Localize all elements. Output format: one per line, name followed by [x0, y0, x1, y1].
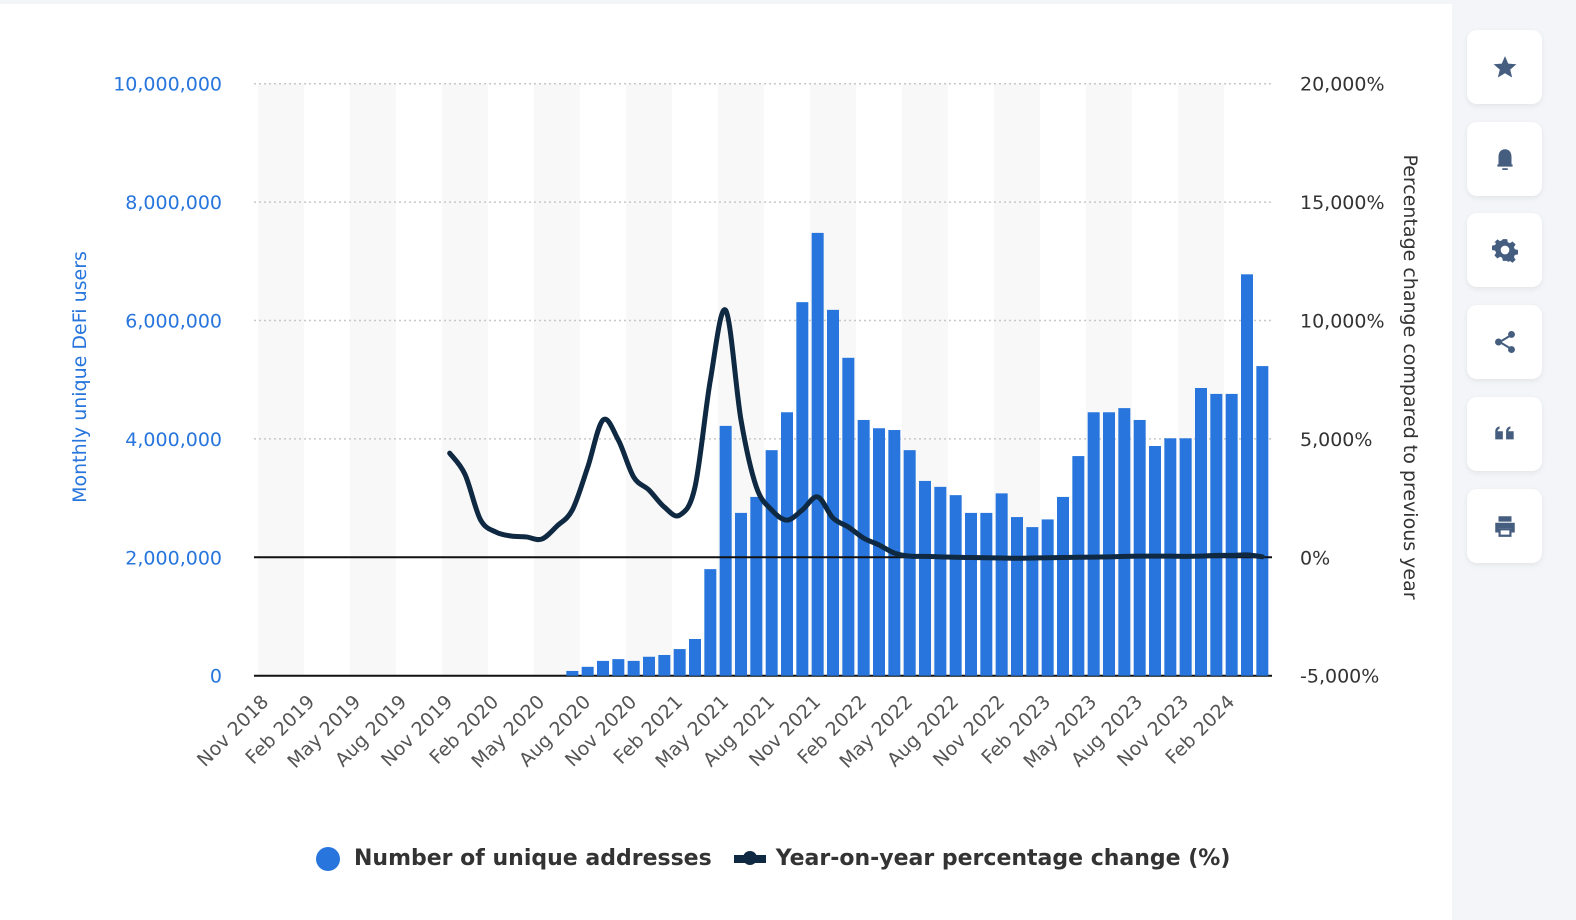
y-axis-left-title: Monthly unique DeFi users: [69, 251, 91, 503]
y-axis-right-title: Percentage change compared to previous y…: [1399, 154, 1421, 599]
bar: [1210, 393, 1223, 676]
bar: [643, 656, 655, 676]
cite-button[interactable]: [1467, 397, 1542, 471]
bar: [781, 412, 793, 676]
bar: [719, 425, 732, 676]
bar: [949, 495, 962, 676]
bar: [1225, 393, 1238, 676]
quote-icon: [1494, 426, 1514, 440]
quarter-band: [350, 83, 396, 676]
bar: [627, 660, 640, 676]
bar: [934, 486, 947, 676]
bar: [980, 512, 993, 676]
bar: [857, 419, 870, 676]
legend-bar-swatch: [316, 846, 340, 871]
bar: [1133, 419, 1146, 676]
y-tick-label-left: 10,000,000: [113, 74, 222, 96]
y-tick-label-right: 10,000%: [1300, 311, 1385, 333]
quarter-band: [534, 83, 580, 676]
quarter-band: [258, 83, 304, 676]
bar: [1041, 519, 1054, 676]
y-tick-label-right: 20,000%: [1300, 74, 1385, 96]
bar: [566, 670, 579, 676]
legend: Number of unique addresses Year-on-year …: [316, 846, 1230, 871]
bar: [1241, 274, 1253, 676]
y-tick-label-left: 0: [210, 666, 222, 688]
y-tick-label-right: 0%: [1300, 547, 1330, 569]
y-tick-label-left: 8,000,000: [125, 192, 222, 214]
y-tick-label-left: 6,000,000: [125, 311, 222, 333]
bar: [1118, 408, 1131, 676]
legend-line-label[interactable]: Year-on-year percentage change (%): [775, 846, 1231, 871]
bar: [873, 428, 885, 676]
legend-line-swatch: [733, 850, 766, 865]
quarter-band: [626, 83, 672, 676]
bar: [1103, 412, 1115, 676]
bar: [995, 493, 1008, 676]
bar: [1057, 496, 1069, 676]
y-tick-label-right: -5,000%: [1300, 666, 1379, 688]
share-button[interactable]: [1467, 305, 1542, 379]
settings-button[interactable]: [1467, 213, 1542, 287]
favorite-button[interactable]: [1467, 30, 1542, 104]
bar: [796, 302, 809, 676]
bell-icon: [1496, 149, 1513, 170]
share-icon: [1494, 330, 1515, 354]
legend-bar-label[interactable]: Number of unique addresses: [354, 846, 712, 871]
bar: [597, 660, 609, 676]
bar: [750, 496, 763, 676]
bar: [827, 309, 839, 676]
bar: [1195, 387, 1207, 676]
bar: [965, 512, 977, 676]
bar: [1026, 527, 1039, 676]
bar: [735, 512, 747, 676]
bar: [903, 450, 916, 676]
bar: [612, 659, 625, 676]
gear-icon: [1491, 239, 1518, 263]
bar: [842, 357, 855, 676]
bar: [1072, 456, 1085, 676]
bar: [1256, 366, 1269, 676]
chart: 0 2,000,000 4,000,000 6,000,000 8,000,000 10,…: [69, 74, 1421, 773]
y-tick-label-left: 2,000,000: [125, 547, 222, 569]
bar: [673, 649, 686, 676]
star-icon: [1493, 56, 1516, 78]
bar: [1149, 446, 1161, 676]
bar: [765, 450, 778, 676]
bar: [1011, 517, 1023, 676]
y-tick-label-right: 15,000%: [1300, 192, 1385, 214]
bar: [811, 232, 824, 676]
bar: [658, 654, 671, 676]
bar: [919, 480, 931, 676]
bar: [581, 666, 594, 676]
y-tick-label-right: 5,000%: [1300, 429, 1372, 451]
bar: [1087, 412, 1100, 676]
bar: [689, 638, 701, 676]
print-icon: [1494, 516, 1515, 537]
quarter-band: [442, 83, 488, 676]
notification-button[interactable]: [1467, 122, 1542, 196]
print-button[interactable]: [1467, 489, 1542, 563]
y-tick-label-left: 4,000,000: [125, 429, 222, 451]
bar: [704, 569, 717, 676]
chart-card: 0 2,000,000 4,000,000 6,000,000 8,000,000 10,…: [0, 4, 1452, 920]
